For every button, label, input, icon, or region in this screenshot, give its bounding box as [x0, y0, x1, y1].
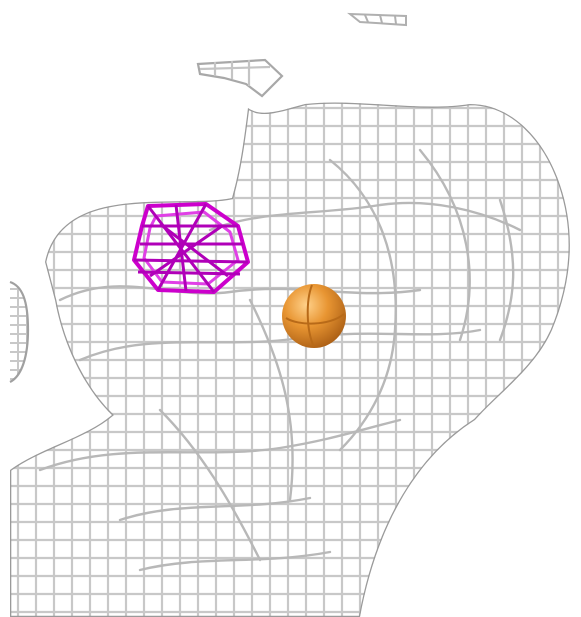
magenta-density-cage — [132, 202, 250, 294]
mesh-fragment-left — [9, 280, 30, 383]
mesh-fragment-top — [196, 58, 284, 98]
electron-density-mesh — [10, 102, 570, 617]
mesh-fragment-corner — [347, 12, 407, 27]
orange-atom-sphere — [282, 284, 346, 348]
